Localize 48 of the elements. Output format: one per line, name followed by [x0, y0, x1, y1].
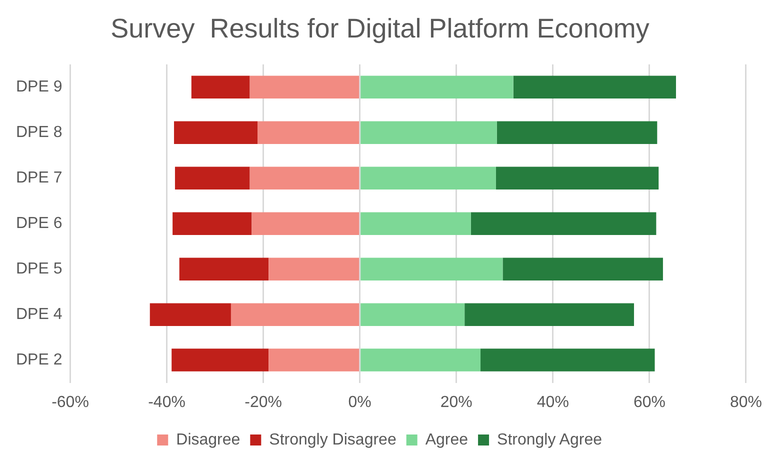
bar	[252, 212, 360, 235]
bar	[496, 166, 659, 190]
bar	[258, 121, 360, 144]
bar	[174, 121, 258, 144]
bar	[179, 258, 269, 280]
y-tick-label: DPE 7	[16, 170, 62, 187]
bar	[496, 121, 658, 144]
bar	[268, 258, 360, 280]
bar	[360, 212, 471, 235]
bar	[480, 348, 655, 372]
y-tick-label: DPE 4	[16, 306, 62, 323]
bar	[360, 348, 481, 372]
x-tick-label: 80%	[730, 394, 762, 411]
bar	[250, 166, 360, 190]
chart-title: Survey Results for Digital Platform Economy	[110, 14, 650, 44]
y-tick-label: DPE 5	[16, 260, 62, 278]
legend-label: Strongly Agree	[497, 431, 602, 448]
legend-label: Agree	[425, 431, 468, 448]
bar	[174, 166, 250, 190]
bar	[360, 258, 503, 280]
y-tick-label: DPE 9	[16, 78, 62, 96]
bar	[172, 212, 252, 235]
x-tick-label: 20%	[440, 394, 472, 411]
y-tick-label: DPE 6	[16, 215, 62, 232]
y-tick-label: DPE 8	[16, 124, 62, 142]
x-tick-label: -60%	[52, 394, 89, 411]
bar	[191, 76, 250, 99]
y-tick-label: DPE 2	[16, 351, 62, 368]
bar	[360, 121, 497, 144]
bar	[464, 303, 634, 326]
bar	[250, 76, 360, 99]
bar	[150, 303, 231, 326]
bar	[172, 348, 269, 372]
x-tick-label: 40%	[536, 394, 569, 411]
bar	[513, 76, 676, 99]
x-tick-label: -40%	[148, 394, 186, 411]
bar	[230, 303, 360, 326]
legend-label: Disagree	[176, 431, 240, 448]
bar	[470, 212, 656, 235]
x-tick-label: -20%	[244, 394, 282, 411]
x-tick-label: 0%	[348, 394, 372, 411]
bar	[360, 76, 514, 99]
bar	[268, 348, 360, 372]
x-tick-label: 60%	[633, 394, 666, 411]
legend-label: Strongly Disagree	[269, 431, 396, 448]
bar	[360, 303, 465, 326]
bar	[360, 166, 496, 190]
bar	[502, 258, 663, 280]
